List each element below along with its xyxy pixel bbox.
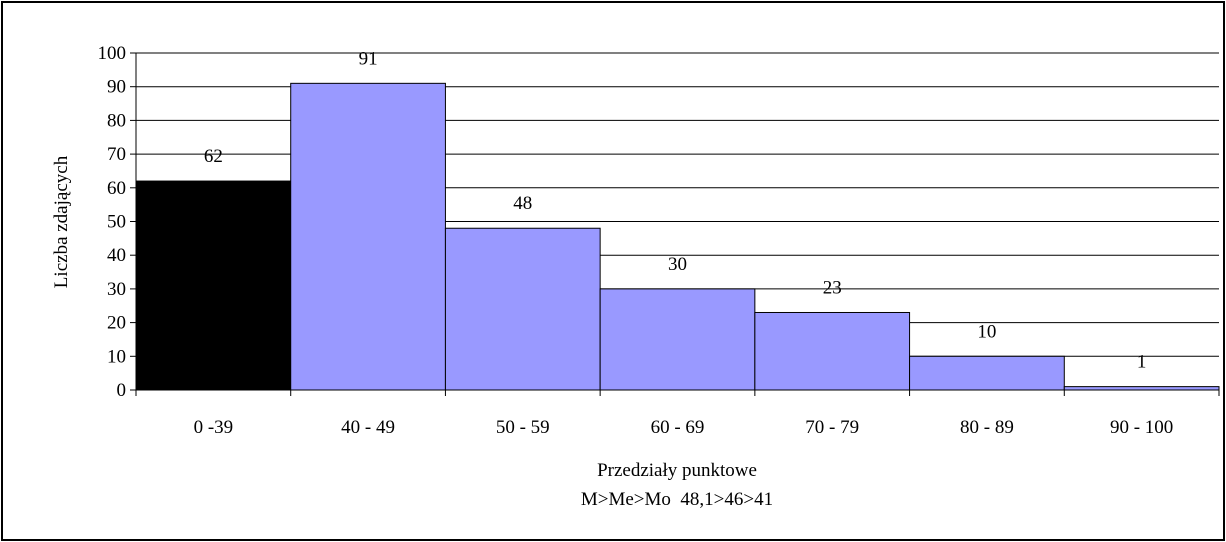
y-tick-label: 60 <box>107 178 126 199</box>
x-tick-label: 90 - 100 <box>1110 417 1173 438</box>
bar <box>135 180 292 391</box>
x-tick-label: 40 - 49 <box>341 417 395 438</box>
data-label: 91 <box>359 48 378 69</box>
y-tick-label: 30 <box>107 279 126 300</box>
bar <box>599 288 756 391</box>
axes <box>130 52 1220 396</box>
y-tick-label: 80 <box>107 110 126 131</box>
y-tick-label: 0 <box>117 380 127 401</box>
y-tick-label: 40 <box>107 245 126 266</box>
chart-caption: M>Me>Mo 48,1>46>41 <box>581 489 773 510</box>
data-labels: 62 91 48 30 23 10 1 <box>204 48 1147 372</box>
bar <box>290 82 446 391</box>
y-axis-title: Liczba zdających <box>51 155 72 288</box>
data-label: 48 <box>513 193 532 214</box>
data-label: 1 <box>1137 352 1147 373</box>
x-tick-label: 80 - 89 <box>960 417 1014 438</box>
y-tick-label: 10 <box>107 346 126 367</box>
bar <box>909 355 1065 391</box>
y-tick-label: 70 <box>107 144 126 165</box>
data-label: 30 <box>668 254 687 275</box>
bar <box>1063 386 1220 391</box>
bars <box>135 82 1220 391</box>
y-tick-label: 90 <box>107 77 126 98</box>
bar <box>754 311 911 391</box>
y-tick-label: 50 <box>107 212 126 233</box>
bar <box>444 227 601 391</box>
data-label: 23 <box>823 277 842 298</box>
data-label: 62 <box>204 146 223 167</box>
x-tick-label: 50 - 59 <box>496 417 550 438</box>
data-label: 10 <box>977 321 996 342</box>
x-tick-label: 0 -39 <box>194 417 234 438</box>
tick-labels: 0 10 20 30 40 50 60 70 80 90 100 0 -39 40 - 49 50 - 5… <box>98 43 1174 438</box>
y-tick-label: 100 <box>98 43 127 64</box>
x-tick-label: 70 - 79 <box>805 417 859 438</box>
x-axis-title: Przedziały punktowe <box>597 460 757 481</box>
y-tick-label: 20 <box>107 313 126 334</box>
x-tick-label: 60 - 69 <box>651 417 705 438</box>
